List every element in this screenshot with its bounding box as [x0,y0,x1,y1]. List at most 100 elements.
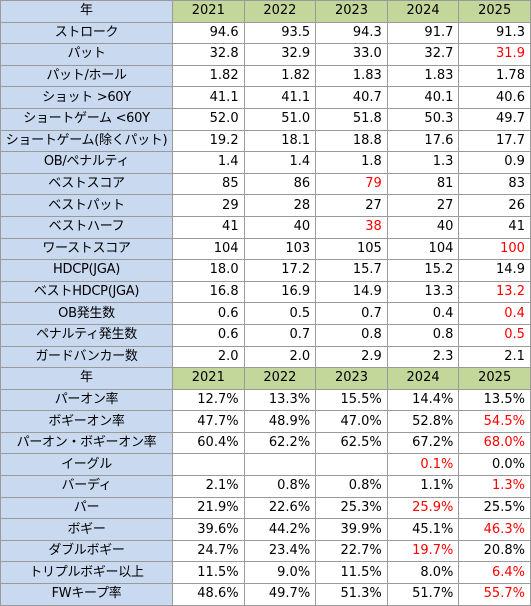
value-cell: 52.8% [386,410,460,433]
row-label: OB/ペナルティ [0,151,173,174]
value-cell: 14.9 [458,259,531,282]
value-cell: 51.7% [386,583,460,606]
value-cell: 41.1 [172,86,245,109]
value-cell: 54.5% [458,410,531,433]
value-cell: 13.5% [458,388,531,412]
value-cell: 16.8 [172,280,245,304]
value-cell: 13.2 [458,280,531,304]
value-cell: 0.1% [386,453,460,477]
value-cell: 51.0 [243,107,317,131]
value-cell: 0.7 [315,302,388,325]
table-row: OB発生数 0.6 0.5 0.7 0.4 0.4 [0,302,531,325]
value-cell: 41 [458,215,531,239]
year-header-2023: 2023 [315,367,388,390]
year-header-2025: 2025 [458,367,531,390]
value-cell: 49.7 [458,107,531,131]
table-row: トリプルボギー以上 11.5% 9.0% 11.5% 8.0% 6.4% [0,561,531,585]
value-cell: 1.4 [243,151,317,174]
header-row-1: 年 2021 2022 2023 2024 2025 [0,0,531,23]
row-label: ダブルボギー [0,539,173,563]
value-cell: 40.7 [315,86,388,109]
value-cell: 50.3 [386,107,460,131]
row-label: ボギーオン率 [0,410,173,433]
value-cell: 40.1 [386,86,460,109]
row-label: ボギー [0,518,173,541]
value-cell: 1.82 [172,64,245,88]
table-row: パット/ホール 1.82 1.82 1.83 1.83 1.78 [0,64,531,88]
value-cell: 105 [315,237,388,261]
value-cell: 17.7 [458,129,531,153]
table-row: ダブルボギー 24.7% 23.4% 22.7% 19.7% 20.8% [0,539,531,563]
value-cell: 29 [172,194,245,217]
value-cell: 62.2% [243,431,317,455]
row-label: ショートゲーム <60Y [0,107,173,131]
value-cell: 47.7% [172,410,245,433]
value-cell: 38 [315,215,388,239]
value-cell: 12.7% [172,388,245,412]
value-cell: 52.0 [172,107,245,131]
value-cell: 48.6% [172,583,245,606]
value-cell: 40 [243,215,317,239]
row-label: HDCP(JGA) [0,259,173,282]
value-cell: 25.3% [315,496,388,520]
value-cell: 31.9 [458,43,531,66]
value-cell: 51.3% [315,583,388,606]
table-row: パット 32.8 32.9 33.0 32.7 31.9 [0,43,531,66]
row-label: パーオン・ボギーオン率 [0,431,173,455]
table-row: イーグル 0.1% 0.0% [0,453,531,477]
row-label: ガードバンカー数 [0,345,173,369]
value-cell: 1.8 [315,151,388,174]
row-label: パット/ホール [0,64,173,88]
row-label: トリプルボギー以上 [0,561,173,585]
row-label: ショット >60Y [0,86,173,109]
value-cell: 85 [172,172,245,196]
row-label: ベストハーフ [0,215,173,239]
value-cell: 67.2% [386,431,460,455]
row-label: パット [0,43,173,66]
table-row: ベストハーフ 41 40 38 40 41 [0,215,531,239]
value-cell: 1.82 [243,64,317,88]
value-cell: 8.0% [386,561,460,585]
value-cell: 9.0% [243,561,317,585]
value-cell: 68.0% [458,431,531,455]
value-cell: 93.5 [243,21,317,45]
table-row: ボギー 39.6% 44.2% 39.9% 45.1% 46.3% [0,518,531,541]
value-cell: 49.7% [243,583,317,606]
value-cell: 21.9% [172,496,245,520]
row-label: ショートゲーム(除くパット) [0,129,173,153]
value-cell: 32.7 [386,43,460,66]
value-cell: 46.3% [458,518,531,541]
table-row: HDCP(JGA) 18.0 17.2 15.7 15.2 14.9 [0,259,531,282]
value-cell: 22.7% [315,539,388,563]
value-cell: 60.4% [172,431,245,455]
value-cell [243,453,317,477]
value-cell: 103 [243,237,317,261]
year-header-2024: 2024 [386,367,460,390]
value-cell: 62.5% [315,431,388,455]
value-cell: 32.8 [172,43,245,66]
value-cell: 27 [386,194,460,217]
value-cell: 33.0 [315,43,388,66]
value-cell: 6.4% [458,561,531,585]
value-cell: 19.7% [386,539,460,563]
table-row: ペナルティ発生数 0.6 0.7 0.8 0.8 0.5 [0,323,531,347]
row-label: ベストパット [0,194,173,217]
value-cell: 18.0 [172,259,245,282]
value-cell: 11.5% [172,561,245,585]
value-cell: 100 [458,237,531,261]
value-cell: 25.9% [386,496,460,520]
value-cell: 16.9 [243,280,317,304]
value-cell: 104 [172,237,245,261]
year-header-label: 年 [0,0,173,23]
value-cell: 0.6 [172,323,245,347]
value-cell: 48.9% [243,410,317,433]
value-cell: 94.3 [315,21,388,45]
value-cell: 41.1 [243,86,317,109]
value-cell: 18.1 [243,129,317,153]
value-cell: 0.8 [386,323,460,347]
table-row: パーオン・ボギーオン率 60.4% 62.2% 62.5% 67.2% 68.0% [0,431,531,455]
value-cell: 55.7% [458,583,531,606]
row-label: イーグル [0,453,173,477]
